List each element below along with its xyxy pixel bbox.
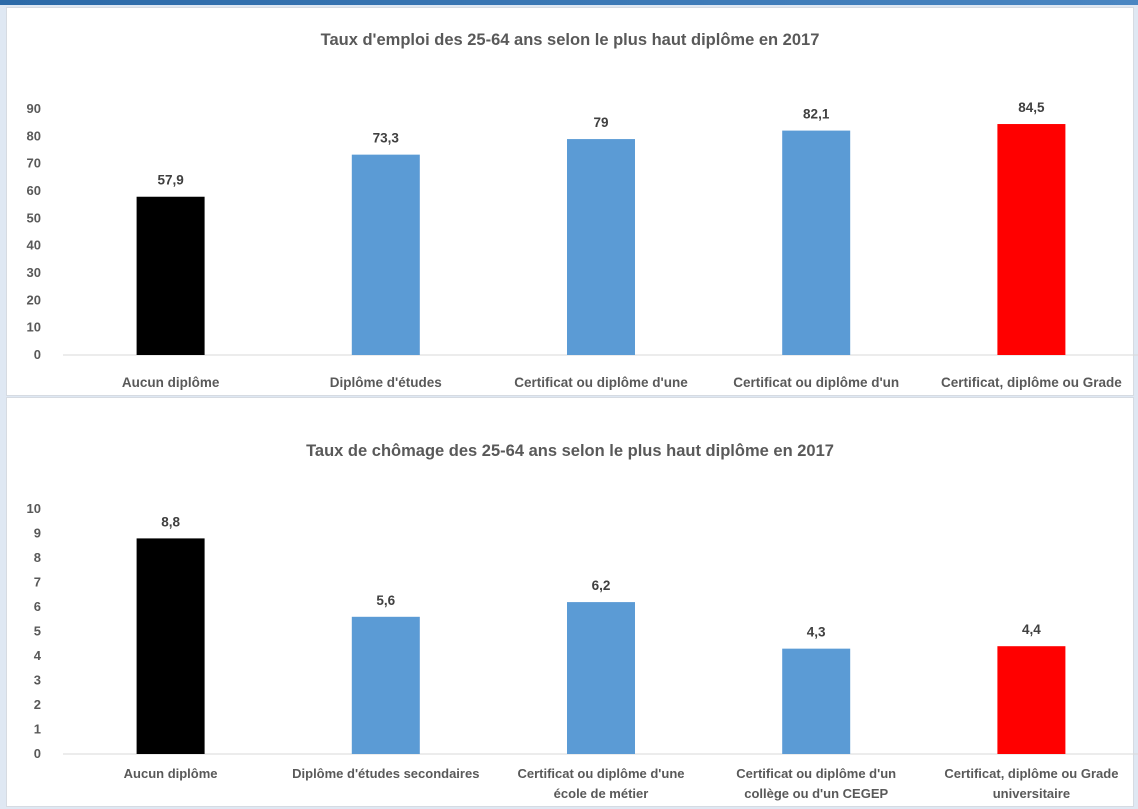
unemployment-chart-title: Taux de chômage des 25-64 ans selon le p…: [306, 442, 834, 460]
bar: [351, 616, 420, 754]
top-accent-strip: [0, 0, 1138, 5]
category-label: Certificat, diplôme ou Grade: [944, 766, 1118, 781]
category-label: école de métier: [554, 786, 649, 801]
data-label: 4,4: [1022, 622, 1041, 637]
y-tick-label: 8: [34, 550, 41, 565]
bar: [136, 196, 205, 355]
category-label: Certificat ou diplôme d'une: [514, 375, 688, 390]
bar: [997, 646, 1066, 754]
y-tick-label: 50: [27, 210, 41, 225]
category-label: universitaire: [993, 786, 1070, 801]
y-tick-label: 10: [27, 320, 41, 335]
unemployment-chart-panel: Taux de chômage des 25-64 ans selon le p…: [6, 397, 1138, 807]
data-label: 73,3: [373, 131, 400, 146]
bar: [782, 648, 851, 754]
data-label: 5,6: [376, 593, 395, 608]
bar: [782, 130, 851, 355]
bar: [997, 124, 1066, 356]
y-tick-label: 4: [34, 648, 42, 663]
bar: [567, 602, 635, 754]
bar: [136, 538, 205, 754]
y-tick-label: 1: [34, 722, 41, 737]
category-label: Certificat ou diplôme d'un: [736, 766, 896, 781]
category-label: collège ou d'un CEGEP: [744, 786, 888, 801]
category-label: Certificat ou diplôme d'une: [517, 766, 684, 781]
bar: [567, 139, 635, 355]
bar: [351, 154, 420, 355]
data-label: 79: [593, 115, 608, 130]
y-tick-label: 10: [27, 501, 41, 516]
employment-chart-panel: Taux d'emploi des 25-64 ans selon le plu…: [6, 7, 1138, 410]
data-label: 4,3: [807, 625, 826, 640]
category-label: Diplôme d'études: [330, 375, 442, 390]
data-label: 84,5: [1018, 100, 1045, 115]
y-tick-label: 7: [34, 575, 41, 590]
y-tick-label: 3: [34, 673, 41, 688]
data-label: 82,1: [803, 107, 830, 122]
y-tick-label: 0: [34, 347, 41, 362]
employment-bar-chart: 0 10 20 30 40 50 60 70 80 90 57,9 Aucun diplôme 73,3…: [27, 100, 1138, 410]
y-tick-label: 2: [34, 697, 41, 712]
y-tick-label: 30: [27, 265, 41, 280]
y-tick-label: 9: [34, 526, 41, 541]
y-tick-label: 70: [27, 156, 41, 171]
unemployment-bar-chart: 0 1 2 3 4 5 6 7 8 9 10 8,8 Aucun diplôme 5,6 Diplôme d…: [27, 501, 1138, 801]
y-tick-label: 90: [27, 101, 41, 116]
category-label: Certificat, diplôme ou Grade: [941, 375, 1122, 390]
y-tick-label: 60: [27, 183, 41, 198]
y-tick-label: 5: [34, 624, 41, 639]
y-tick-label: 80: [27, 128, 41, 143]
y-tick-label: 40: [27, 238, 41, 253]
category-label: Diplôme d'études secondaires: [292, 766, 479, 781]
category-label: Aucun diplôme: [124, 766, 218, 781]
category-label: Certificat ou diplôme d'un: [733, 375, 899, 390]
y-tick-label: 0: [34, 746, 41, 761]
category-label: Aucun diplôme: [122, 375, 220, 390]
y-tick-label: 20: [27, 292, 41, 307]
data-label: 8,8: [161, 514, 180, 529]
employment-chart-title: Taux d'emploi des 25-64 ans selon le plu…: [320, 31, 820, 49]
data-label: 57,9: [157, 173, 183, 188]
data-label: 6,2: [592, 578, 611, 593]
y-tick-label: 6: [34, 599, 41, 614]
